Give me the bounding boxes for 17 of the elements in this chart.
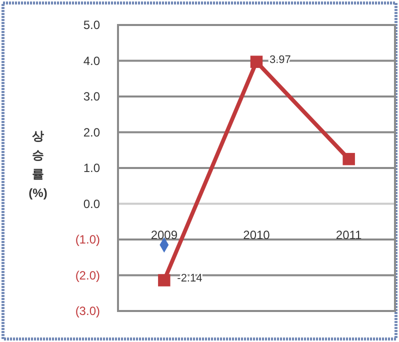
y-tick-label: (1.0)	[75, 232, 100, 247]
y-axis-title: 상승률 (%)	[28, 129, 48, 200]
y-tick-label: 5.0	[83, 18, 100, 32]
point	[250, 56, 263, 68]
y-tick-label: 3.0	[83, 90, 100, 104]
x-tick-label: 2009	[150, 228, 178, 242]
y-tick-label: (3.0)	[75, 304, 100, 318]
point	[158, 274, 170, 286]
x-tick-label: 2011	[336, 228, 362, 242]
data-label: -2.14	[177, 272, 202, 284]
y-tick-label: 1.0	[83, 161, 100, 176]
y-tick-label: (2.0)	[75, 268, 100, 282]
point	[342, 152, 355, 166]
x-tick-label: 2010	[243, 228, 270, 242]
y-tick-label: 4.0	[83, 54, 100, 68]
y-tick-label: 0.0	[83, 196, 100, 211]
y-tick-label: 2.0	[83, 125, 100, 140]
